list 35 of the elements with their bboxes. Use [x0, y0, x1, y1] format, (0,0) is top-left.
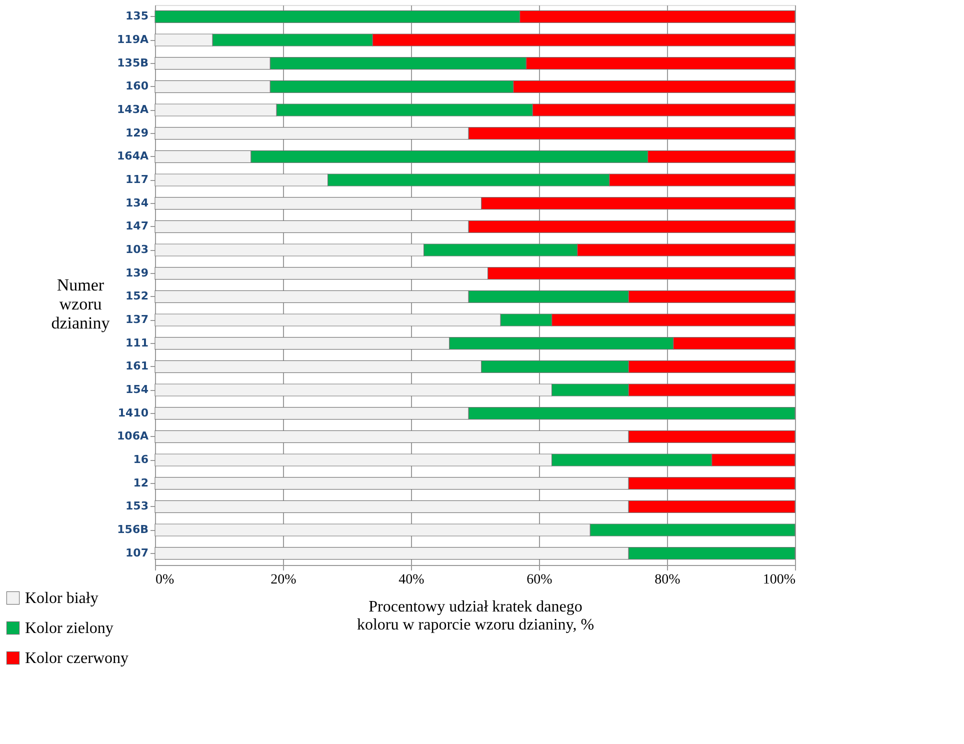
- x-axis-title: Procentowy udział kratek danego koloru w raporcie wzoru dzianiny, %: [356, 598, 594, 634]
- y-tick-label: 143A: [117, 103, 149, 116]
- y-tick-label: 152: [126, 290, 148, 303]
- y-tick-label: 16: [133, 453, 149, 466]
- y-tick-label: 139: [126, 266, 148, 280]
- y-tick-label: 156B: [117, 523, 148, 536]
- x-tick-label: 60%: [526, 572, 553, 588]
- x-tick-label: 0%: [156, 572, 174, 588]
- y-tick-label: 12: [133, 476, 148, 490]
- y-tick-label: 117: [126, 173, 148, 186]
- y-tick-label: 135B: [117, 56, 148, 70]
- y-tick-label: 135: [126, 10, 148, 23]
- y-tick-label: 137: [126, 313, 148, 326]
- y-tick-label: 107: [126, 546, 148, 560]
- y-tick-label: 153: [126, 500, 148, 513]
- y-tick-label: 154: [126, 383, 149, 396]
- y-tick-label: 111: [126, 336, 148, 350]
- legend-label: Kolor zielony: [25, 620, 114, 637]
- x-tick-label: 40%: [398, 572, 425, 588]
- y-tick-label: 134: [126, 196, 149, 210]
- y-tick-label: 147: [126, 220, 148, 233]
- y-axis-title: Numer wzoru dzianiny: [51, 276, 110, 332]
- y-tick-label: 106A: [117, 430, 149, 443]
- x-tick-label: 100%: [762, 572, 796, 588]
- x-tick-label: 80%: [654, 572, 681, 588]
- legend-label: Kolor czerwony: [25, 650, 129, 667]
- legend-label: Kolor biały: [25, 590, 98, 607]
- y-tick-label: 129: [126, 126, 148, 140]
- y-tick-label: 164A: [117, 150, 149, 163]
- y-tick-label: 161: [126, 360, 148, 373]
- y-tick-label: 1410: [118, 406, 149, 420]
- y-tick-label: 160: [126, 80, 149, 93]
- y-tick-label: 103: [126, 243, 148, 256]
- x-tick-label: 20%: [270, 572, 297, 588]
- y-tick-label: 119A: [117, 33, 149, 46]
